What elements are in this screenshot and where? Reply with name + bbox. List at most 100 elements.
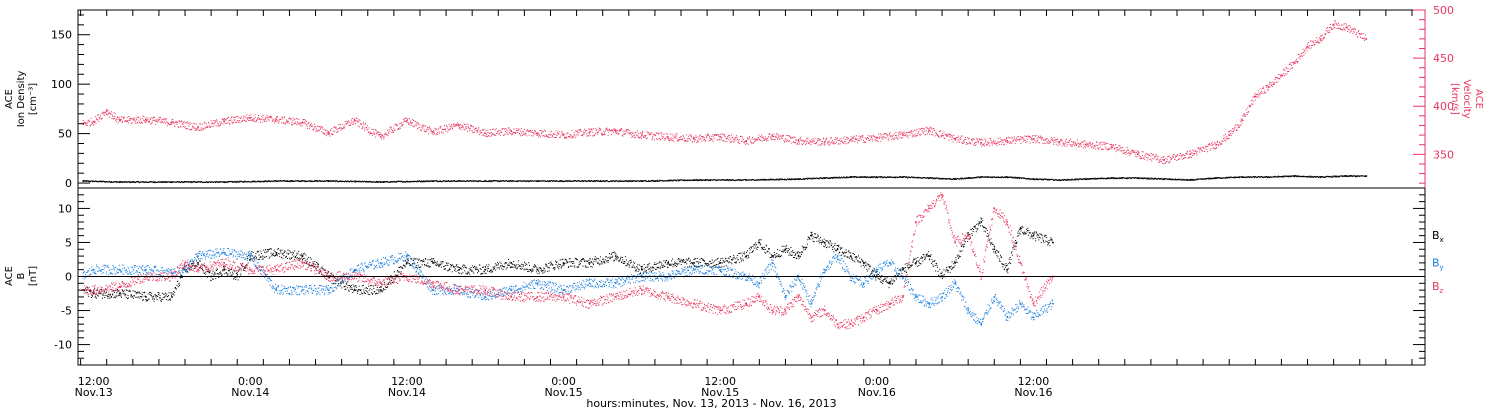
- velocity-sample: [971, 139, 973, 141]
- velocity-sample: [150, 117, 152, 119]
- density-sample: [1234, 177, 1236, 179]
- velocity-sample: [757, 138, 759, 140]
- velocity-sample: [876, 136, 878, 138]
- velocity-sample: [662, 138, 663, 140]
- velocity-sample: [199, 123, 201, 125]
- velocity-sample: [713, 135, 715, 137]
- velocity-sample: [570, 137, 572, 139]
- velocity-sample: [660, 138, 662, 140]
- density-sample: [1344, 175, 1346, 177]
- velocity-sample: [535, 133, 537, 135]
- velocity-sample: [445, 125, 447, 127]
- velocity-sample: [583, 133, 585, 135]
- velocity-sample: [772, 135, 774, 137]
- velocity-sample: [431, 131, 433, 132]
- velocity-sample: [650, 134, 652, 136]
- velocity-sample: [366, 129, 368, 131]
- velocity-sample: [452, 124, 454, 126]
- density-sample: [1192, 179, 1194, 181]
- density-sample: [1269, 177, 1271, 178]
- density-sample: [119, 181, 121, 182]
- velocity-sample: [896, 137, 898, 139]
- velocity-sample: [146, 120, 148, 122]
- velocity-sample: [748, 138, 750, 140]
- velocity-sample: [258, 115, 260, 116]
- density-sample: [1092, 178, 1094, 180]
- velocity-sample: [612, 130, 614, 132]
- velocity-sample: [842, 137, 844, 139]
- velocity-sample: [663, 133, 665, 135]
- density-sample: [178, 181, 180, 183]
- velocity-sample: [544, 136, 546, 137]
- velocity-sample: [607, 128, 609, 130]
- velocity-sample: [839, 143, 841, 145]
- velocity-sample: [315, 127, 317, 129]
- density-sample: [991, 176, 993, 178]
- velocity-sample: [785, 138, 787, 140]
- density-sample: [750, 179, 752, 181]
- velocity-sample: [290, 118, 292, 120]
- velocity-sample: [592, 131, 594, 133]
- velocity-sample: [379, 134, 381, 136]
- density-sample: [835, 177, 837, 179]
- velocity-sample: [261, 118, 263, 120]
- velocity-sample: [826, 137, 828, 139]
- velocity-sample: [613, 132, 615, 134]
- density-sample: [933, 177, 935, 179]
- density-sample: [619, 180, 620, 182]
- density-sample: [1014, 177, 1016, 179]
- velocity-sample: [762, 136, 764, 138]
- velocity-sample: [835, 137, 837, 139]
- velocity-sample: [637, 135, 639, 137]
- density-sample: [1265, 176, 1266, 178]
- velocity-sample: [779, 138, 781, 140]
- density-sample: [617, 181, 619, 183]
- density-sample: [1112, 178, 1114, 180]
- velocity-sample: [805, 143, 806, 145]
- density-sample: [628, 181, 630, 183]
- density-sample: [251, 180, 253, 182]
- velocity-sample: [688, 135, 689, 137]
- velocity-sample: [720, 136, 722, 138]
- density-sample: [90, 181, 91, 183]
- density-sample: [949, 178, 951, 180]
- velocity-sample: [267, 117, 269, 119]
- density-sample: [166, 181, 168, 183]
- velocity-sample: [97, 114, 99, 116]
- velocity-sample: [846, 136, 848, 138]
- velocity-point: [327, 132, 330, 134]
- velocity-sample: [583, 128, 585, 130]
- density-sample: [1032, 178, 1034, 179]
- velocity-sample: [342, 123, 344, 125]
- velocity-sample: [690, 135, 692, 137]
- density-sample: [1119, 178, 1121, 180]
- velocity-sample: [234, 119, 236, 121]
- velocity-sample: [148, 122, 150, 123]
- velocity-sample: [142, 122, 144, 124]
- velocity-sample: [415, 124, 417, 126]
- velocity-sample: [979, 143, 981, 145]
- density-sample: [496, 180, 498, 182]
- density-sample: [641, 180, 643, 182]
- velocity-sample: [335, 128, 337, 130]
- density-sample: [1064, 179, 1066, 180]
- velocity-sample: [120, 119, 122, 120]
- density-sample: [641, 180, 643, 182]
- density-sample: [453, 180, 455, 181]
- density-sample: [1297, 175, 1298, 177]
- velocity-point: [249, 117, 252, 119]
- velocity-sample: [87, 121, 89, 123]
- density-sample: [478, 181, 480, 182]
- velocity-sample: [230, 117, 232, 119]
- velocity-sample: [232, 122, 234, 124]
- density-sample: [941, 178, 943, 180]
- density-sample: [283, 180, 285, 181]
- density-sample: [575, 180, 577, 182]
- velocity-sample: [470, 125, 472, 127]
- velocity-sample: [293, 123, 295, 125]
- density-sample: [872, 176, 874, 178]
- density-sample: [191, 182, 193, 184]
- density-sample: [863, 176, 865, 178]
- velocity-series: [82, 20, 1368, 165]
- velocity-sample: [501, 131, 503, 133]
